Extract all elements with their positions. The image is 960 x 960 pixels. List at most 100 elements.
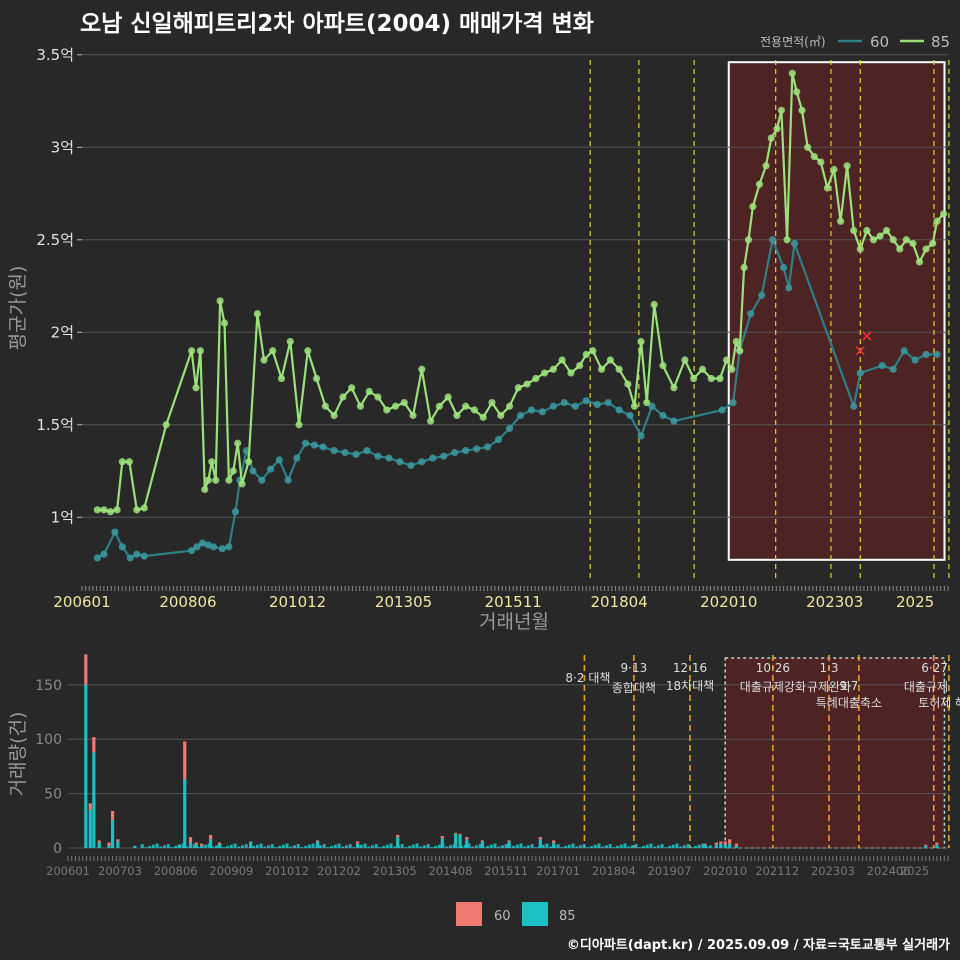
bar-60 (92, 737, 96, 753)
bottom-x-tick-label: 202406 (867, 864, 911, 878)
bottom-x-tick-label: 200909 (209, 864, 253, 878)
bar-small (151, 844, 155, 848)
bar-85 (723, 844, 727, 848)
bar-small (575, 846, 579, 848)
series-60-point (330, 447, 338, 455)
bar-60 (396, 834, 400, 838)
series-85-point (106, 508, 115, 516)
bar-small (385, 844, 389, 848)
bar-small (244, 844, 248, 848)
bar-85 (507, 841, 511, 848)
series-60-point (505, 424, 514, 433)
series-85-point (736, 347, 744, 355)
bottom-x-tick-label: 200703 (98, 864, 142, 878)
top-outliers (855, 331, 872, 356)
bar-small (292, 845, 296, 848)
bar-small (437, 844, 441, 848)
bar-small (649, 843, 653, 848)
bar-small (155, 843, 159, 848)
bar-85 (97, 842, 101, 848)
series-60-point (758, 291, 766, 299)
top-x-tick-label: 2025 (896, 593, 934, 611)
top-x-axis: 200601 200806 201012 201305 201511 201804 2020… (53, 586, 949, 611)
bar-small (207, 843, 211, 848)
series-85-point (497, 411, 505, 420)
bar-small (534, 847, 538, 848)
bar-85 (92, 752, 96, 848)
bar-group (728, 839, 732, 848)
bar-small (593, 844, 597, 848)
series-85-point (462, 402, 470, 410)
series-60-point (494, 435, 503, 444)
series-60-point (198, 539, 207, 547)
series-85-point (869, 236, 878, 244)
bottom-x-tick-label: 202112 (755, 864, 799, 878)
bar-group (552, 840, 556, 848)
bar-small (460, 845, 464, 848)
bottom-policy-lines (583, 655, 950, 848)
series-85-point (444, 393, 452, 401)
outlier-mark (862, 331, 872, 341)
bar-small (330, 845, 334, 848)
bar-group (719, 841, 723, 848)
bar-group (734, 843, 738, 848)
policy-date-label: 12·16 (673, 661, 707, 675)
bar-85 (88, 809, 92, 848)
bar-85 (107, 845, 111, 848)
policy-date-label: 10·26 (756, 661, 790, 675)
series-85-point (253, 310, 261, 318)
bar-small (642, 845, 646, 848)
series-85-point (755, 180, 764, 188)
bar-small (582, 844, 586, 848)
bar-group (703, 843, 707, 848)
series-85-point (391, 402, 400, 410)
bar-small (552, 845, 556, 848)
series-85-point (532, 374, 540, 383)
bar-small (705, 846, 709, 848)
series-85-point (589, 347, 597, 355)
bottom-x-tick-label: 201202 (317, 864, 361, 878)
bar-85 (110, 819, 115, 848)
series-60-point (637, 432, 645, 440)
series-60-point (418, 458, 426, 466)
bar-small (144, 847, 148, 848)
bar-60 (200, 843, 204, 846)
series-85-point (277, 374, 286, 383)
series-60-point (604, 398, 612, 407)
bar-small (512, 845, 516, 848)
bar-85 (719, 843, 723, 848)
bar-small (571, 843, 575, 848)
bar-60 (480, 840, 484, 842)
bar-small (300, 847, 304, 848)
bottom-y-tick-label: 0 (53, 841, 62, 857)
bar-small (177, 844, 181, 848)
legend-bottom-60-swatch (456, 902, 482, 926)
bottom-y-tick-label: 50 (44, 787, 62, 803)
bar-60 (465, 837, 469, 840)
series-85-point (624, 380, 632, 388)
series-85-point (783, 236, 791, 244)
series-85-point (690, 374, 698, 383)
bar-60 (734, 843, 738, 846)
series-85-point (118, 458, 126, 466)
bottom-x-tick-label: 201701 (536, 864, 580, 878)
bar-small (697, 844, 701, 848)
policy-sub-label: 규제완화 (807, 680, 851, 694)
bar-60 (924, 844, 928, 846)
series-85-point (100, 506, 108, 514)
bottom-bars-layer (84, 654, 939, 848)
bar-small (486, 845, 490, 848)
series-60-point (670, 417, 678, 425)
bar-group (454, 832, 458, 848)
credit-text: ©디아파트(dapt.kr) / 2025.09.09 / 자료=국토교통부 실… (566, 938, 950, 953)
series-60-point (293, 454, 301, 462)
series-85-point (304, 347, 312, 355)
series-85-point (93, 506, 101, 514)
bar-small (270, 844, 274, 848)
bar-small (675, 843, 679, 848)
bar-small (226, 845, 230, 848)
bar-60 (454, 832, 458, 834)
bar-small (370, 845, 374, 848)
bar-small (322, 844, 326, 848)
